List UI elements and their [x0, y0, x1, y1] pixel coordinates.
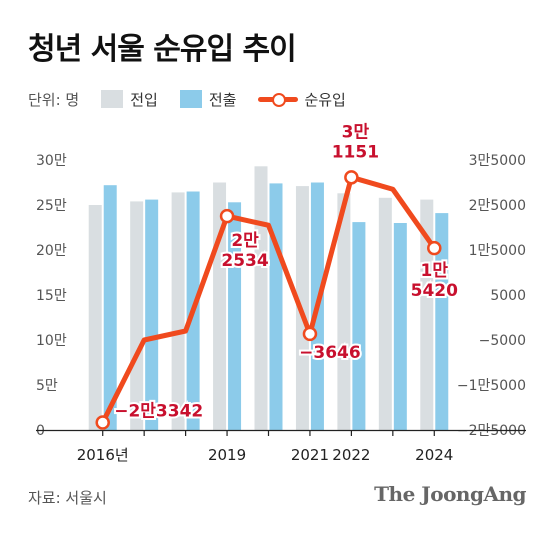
- bar-outflow-2023: [393, 223, 407, 430]
- marker-net-2021: [302, 326, 318, 342]
- left-tick-label-2: 10만: [36, 333, 67, 349]
- data-label-2022-line1: 3만: [342, 122, 370, 142]
- legend-label-outflow: 전출: [208, 90, 237, 109]
- marker-net-2016: [95, 415, 110, 430]
- left-tick-label-4: 20만: [36, 243, 67, 259]
- line-net-inflow: [100, 174, 437, 426]
- x-tick-label-2022: 2022: [332, 446, 370, 464]
- bar-inflow-2023: [378, 197, 392, 430]
- marker-net-2024: [427, 240, 442, 256]
- source-note: 자료: 서울시: [28, 489, 107, 507]
- legend-item-inflow: 전입: [101, 89, 158, 110]
- legend-swatch-outflow: [179, 90, 202, 108]
- bar-outflow-2016: [103, 185, 117, 430]
- left-tick-label-5: 25만: [36, 198, 67, 214]
- legend-label-net: 순유입: [304, 90, 346, 109]
- bar-inflow-2022: [337, 193, 351, 430]
- right-tick-label-3: 5000: [490, 288, 526, 304]
- legend-swatch-net: [258, 90, 299, 108]
- left-tick-label-3: 15만: [36, 288, 67, 304]
- bar-outflow-2019: [228, 202, 242, 430]
- legend: 단위: 명 전입 전출 순유입: [28, 88, 368, 110]
- data-label-2022-line2: 1151: [332, 142, 379, 162]
- legend-swatch-inflow: [101, 90, 124, 108]
- bar-outflow-2022: [352, 222, 366, 430]
- x-tick-label-2024: 2024: [415, 446, 453, 464]
- legend-label-inflow: 전입: [130, 90, 158, 109]
- right-tick-label-1: −1만5000: [457, 378, 526, 394]
- right-tick-label-4: 1만5000: [469, 243, 526, 259]
- marker-net-2022: [344, 170, 359, 185]
- right-tick-label-2: −5000: [479, 333, 526, 349]
- left-tick-label-6: 30만: [36, 153, 67, 169]
- x-tick-label-2016: 2016년: [77, 446, 129, 464]
- data-label-2024-line2: 5420: [411, 281, 458, 301]
- data-label-2024-line1: 1만: [421, 261, 449, 281]
- marker-net-2019: [219, 208, 235, 224]
- unit-label: 단위: 명: [28, 90, 80, 109]
- x-tick-label-2019: 2019: [208, 446, 246, 464]
- data-label-2021: −3646: [299, 343, 361, 363]
- bar-inflow-2024: [420, 199, 434, 430]
- data-label-2019-line1: 2만: [231, 231, 259, 251]
- legend-item-outflow: 전출: [179, 89, 237, 110]
- chart-title: 청년 서울 순유입 추이: [28, 32, 297, 67]
- right-tick-label-6: 3만5000: [469, 153, 526, 169]
- bar-outflow-2020: [269, 183, 283, 430]
- data-label-2019-line2: 2534: [221, 251, 268, 271]
- x-tick-label-2021: 2021: [291, 446, 329, 464]
- bar-inflow-2020: [254, 166, 268, 431]
- legend-item-net: 순유입: [258, 89, 346, 110]
- brand-logo: The JoongAng: [374, 482, 526, 506]
- bar-inflow-2018: [171, 192, 185, 430]
- bar-inflow-2017: [130, 201, 144, 430]
- right-tick-label-5: 2만5000: [469, 198, 526, 214]
- bar-outflow-2017: [145, 199, 159, 430]
- data-label-2016: −2만3342: [114, 402, 203, 422]
- bar-inflow-2016: [88, 205, 102, 430]
- bar-outflow-2024: [435, 213, 449, 430]
- left-tick-label-1: 5만: [36, 378, 58, 394]
